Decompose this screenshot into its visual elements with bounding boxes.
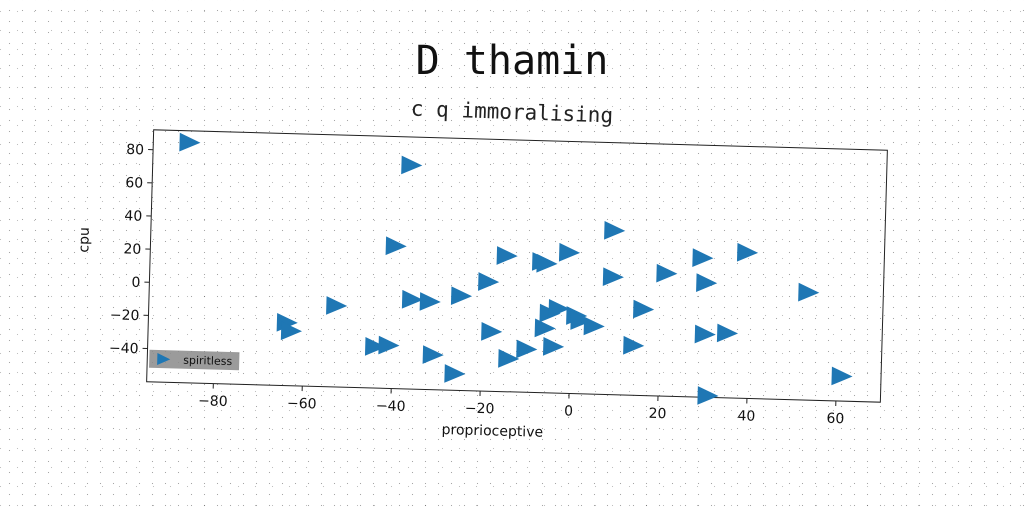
scatter-point [696, 273, 718, 292]
scatter-point [558, 242, 581, 262]
y-axis-label: cpu [76, 227, 93, 253]
data-points [179, 132, 853, 405]
chart-title: D thamin [415, 38, 609, 84]
y-tick-label: −40 [109, 340, 139, 357]
scatter-point [450, 286, 473, 306]
scatter-point [516, 339, 538, 359]
legend: spiritless [149, 349, 240, 371]
y-tick-label: 0 [131, 275, 140, 291]
scatter-point [498, 349, 520, 368]
scatter-point [419, 292, 441, 311]
x-tick-label: −60 [287, 396, 317, 413]
scatter-point [798, 282, 820, 302]
axis-ticks: −80 −60 −40 −20 0 20 40 60 −40 −20 0 20 40 60 80 [109, 142, 845, 427]
scatter-point [583, 316, 605, 336]
x-tick-label: 0 [564, 403, 573, 419]
scatter-point [633, 299, 655, 319]
scatter-point [179, 132, 201, 152]
scatter-point [656, 263, 678, 283]
x-tick-label: 20 [648, 406, 666, 422]
scatter-point [548, 299, 570, 318]
scatter-point [481, 321, 503, 341]
y-tick-label: 80 [126, 142, 144, 158]
scatter-point [378, 335, 400, 355]
scatter-point [280, 321, 302, 341]
plot-group: −80 −60 −40 −20 0 20 40 60 −40 −20 0 20 40 60 80 propr… [76, 129, 888, 441]
scatter-point [422, 345, 444, 364]
scatter-point [401, 155, 423, 175]
scatter-point [444, 364, 466, 383]
x-tick-label: 40 [737, 408, 755, 424]
scatter-point [478, 272, 500, 291]
y-tick-label: −20 [110, 307, 140, 324]
scatter-point [536, 253, 558, 273]
x-tick-label: −20 [465, 401, 495, 418]
scatter-point [604, 220, 626, 240]
scatter-point [496, 246, 518, 265]
scatter-point [692, 248, 714, 267]
y-tick-label: 60 [125, 175, 143, 191]
legend-label: spiritless [183, 354, 233, 368]
scatter-point [716, 323, 739, 343]
scatter-point [694, 324, 716, 344]
legend-box [149, 349, 240, 371]
x-axis-label: proprioceptive [441, 422, 543, 441]
scatter-point [736, 242, 759, 262]
x-tick-label: 60 [826, 411, 844, 427]
x-tick-label: −40 [376, 398, 406, 415]
scatter-point [534, 318, 556, 338]
scatter-point [364, 336, 387, 356]
x-tick-label: −80 [198, 393, 228, 410]
y-tick-label: 20 [123, 241, 141, 257]
scatter-point [570, 311, 592, 330]
scatter-point [326, 296, 348, 315]
legend-marker [157, 352, 171, 365]
scatter-point [542, 336, 565, 356]
plot-frame [146, 129, 888, 403]
scatter-point [385, 236, 407, 256]
scatter-point [401, 289, 424, 309]
scatter-point [697, 386, 719, 405]
scatter-point [831, 366, 853, 386]
scatter-point [602, 267, 624, 287]
y-tick-label: 40 [124, 208, 142, 224]
scatter-point [623, 335, 645, 355]
